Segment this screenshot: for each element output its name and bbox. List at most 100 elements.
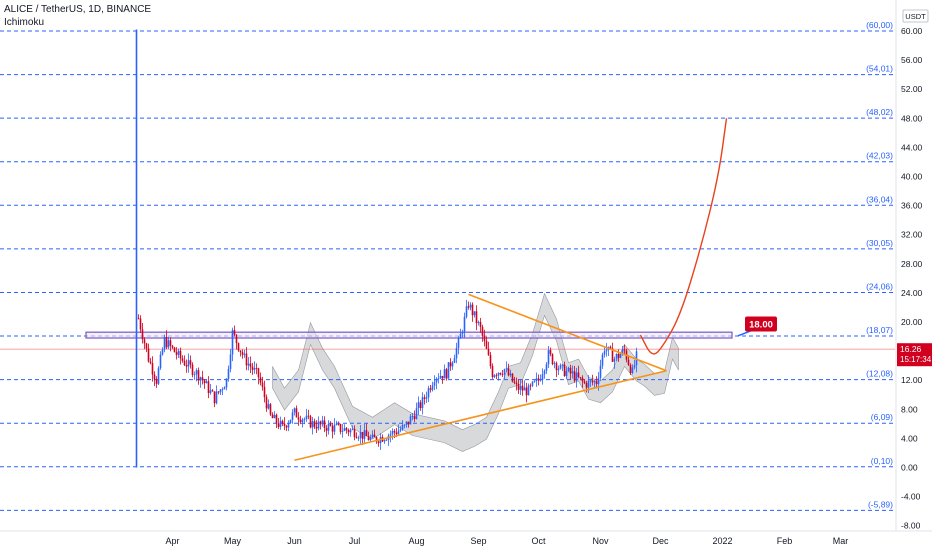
y-tick-label: 52.00 (901, 84, 923, 94)
bar-countdown: 15:17:34 (900, 355, 932, 364)
candle-body (525, 387, 528, 396)
y-tick-label: -4.00 (901, 492, 921, 502)
candle-body (539, 379, 542, 381)
candle-body (615, 353, 618, 359)
candle-body (161, 349, 164, 355)
candle-body (339, 423, 342, 432)
candle-body (187, 360, 190, 367)
candle-body (261, 382, 264, 387)
y-tick-label: 28.00 (901, 259, 923, 269)
candle-body (347, 430, 350, 433)
candle-body (305, 415, 308, 420)
candle-body (247, 363, 250, 366)
candle-body (471, 304, 474, 316)
candle-body (483, 335, 486, 341)
candle-body (559, 364, 562, 369)
candle-body (311, 421, 314, 428)
candle-body (367, 436, 370, 441)
ichimoku-cloud (272, 292, 679, 452)
candle-body (519, 385, 522, 390)
candle-body (291, 412, 294, 420)
candle-body (605, 349, 608, 352)
candle-body (341, 430, 344, 432)
candle-body (509, 373, 512, 376)
candle-body (315, 426, 318, 429)
candle-body (223, 387, 226, 390)
candle-body (619, 354, 622, 358)
candle-body (303, 419, 306, 420)
candle-body (301, 419, 304, 423)
candle-body (521, 385, 524, 391)
candle-body (535, 378, 538, 382)
candle-body (511, 373, 514, 382)
candle-body (299, 419, 302, 423)
x-tick-label: Jul (349, 536, 361, 546)
candle-body (245, 353, 248, 366)
candle-body (159, 354, 162, 369)
y-tick-label: 8.00 (901, 404, 918, 414)
candle-body (153, 374, 156, 380)
candle-body (181, 358, 184, 361)
y-tick-label: 40.00 (901, 172, 923, 182)
target-badge-label: 18.00 (749, 319, 773, 330)
candle-body (267, 404, 270, 409)
candle-body (551, 354, 554, 364)
y-tick-label: -8.00 (901, 521, 921, 531)
candle-body (139, 318, 142, 330)
candle-body (163, 337, 166, 350)
candle-body (497, 372, 500, 376)
candle-body (275, 414, 278, 424)
candle-body (627, 359, 630, 365)
candle-body (469, 304, 472, 308)
candle-body (337, 423, 340, 425)
candle-body (527, 385, 530, 396)
candle-body (613, 358, 616, 362)
fib-level-label: (60,00) (866, 20, 893, 30)
candle-body (545, 364, 548, 371)
candle-body (375, 437, 378, 442)
candle-body (445, 369, 448, 379)
candle-body (439, 375, 442, 379)
candle-body (297, 417, 300, 420)
candle-body (581, 377, 584, 382)
y-tick-label: 36.00 (901, 201, 923, 211)
candle-body (171, 345, 174, 348)
candle-body (417, 402, 420, 409)
candle-body (503, 369, 506, 375)
candle-body (205, 381, 208, 384)
x-tick-label: May (224, 536, 242, 546)
candle-body (177, 350, 180, 355)
currency-box (902, 9, 929, 23)
candle-body (395, 432, 398, 434)
candle-body (631, 367, 634, 373)
candle-body (283, 423, 286, 427)
candle-body (453, 358, 456, 363)
candle-body (407, 421, 410, 425)
x-tick-label: Nov (592, 536, 609, 546)
candle-body (431, 385, 434, 390)
candle-body (505, 368, 508, 370)
y-tick-label: 32.00 (901, 230, 923, 240)
candle-body (327, 423, 330, 431)
candle-body (499, 372, 502, 375)
candle-body (451, 362, 454, 367)
candle-body (543, 370, 546, 375)
candle-body (293, 408, 296, 413)
projection-curve (639, 118, 728, 355)
candle-body (167, 340, 170, 348)
candle-body (633, 365, 636, 368)
candle-body (549, 350, 552, 355)
candle-body (165, 337, 168, 348)
candle-body (323, 420, 326, 428)
candle-body (617, 353, 620, 358)
candle-body (491, 366, 494, 378)
candle-body (547, 350, 550, 365)
candle-body (495, 375, 498, 377)
candle-body (403, 424, 406, 426)
candle-body (271, 414, 274, 419)
candle-body (415, 408, 418, 419)
current-price-value: 16.26 (900, 344, 922, 354)
candle-body (237, 343, 240, 351)
candle-body (217, 391, 220, 393)
